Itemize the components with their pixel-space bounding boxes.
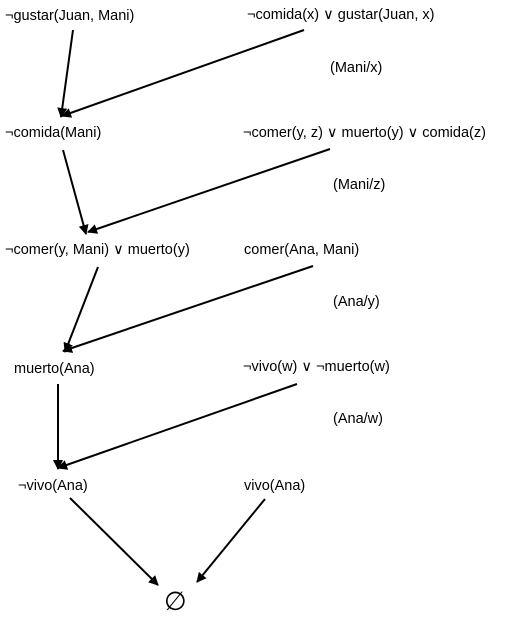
clause-c6: vivo(Ana): [244, 478, 306, 494]
edge-c4-to-r3: [62, 265, 314, 353]
clause-c5: ¬vivo(w) ∨ ¬muerto(w): [243, 359, 390, 375]
edge-c3-to-r2: [87, 148, 331, 234]
clause-r1: ¬comida(Mani): [5, 125, 102, 141]
substitution-s2: (Mani/z): [333, 177, 386, 193]
edge-r1-to-r2: [62, 149, 89, 235]
clause-r4: ¬vivo(Ana): [18, 478, 88, 494]
edge-c1-to-r1: [57, 29, 74, 118]
clause-c1: ¬gustar(Juan, Mani): [5, 8, 135, 24]
empty-clause: ∅: [164, 587, 187, 617]
clause-c3: ¬comer(y, z) ∨ muerto(y) ∨ comida(z): [243, 125, 486, 141]
edge-r4-to-empty: [69, 497, 159, 586]
clause-c2: ¬comida(x) ∨ gustar(Juan, x): [247, 7, 435, 23]
substitution-s4: (Ana/w): [333, 411, 383, 427]
substitution-s3: (Ana/y): [333, 294, 380, 310]
clause-r3: muerto(Ana): [14, 361, 95, 377]
edge-c6-to-empty: [196, 498, 266, 583]
edge-c2-to-r1: [61, 29, 305, 118]
clause-c4: comer(Ana, Mani): [244, 242, 360, 258]
substitution-s1: (Mani/x): [330, 60, 383, 76]
edge-r2-to-r3: [63, 266, 99, 353]
edge-c5-to-r4: [57, 383, 298, 470]
clause-r2: ¬comer(y, Mani) ∨ muerto(y): [5, 242, 190, 258]
